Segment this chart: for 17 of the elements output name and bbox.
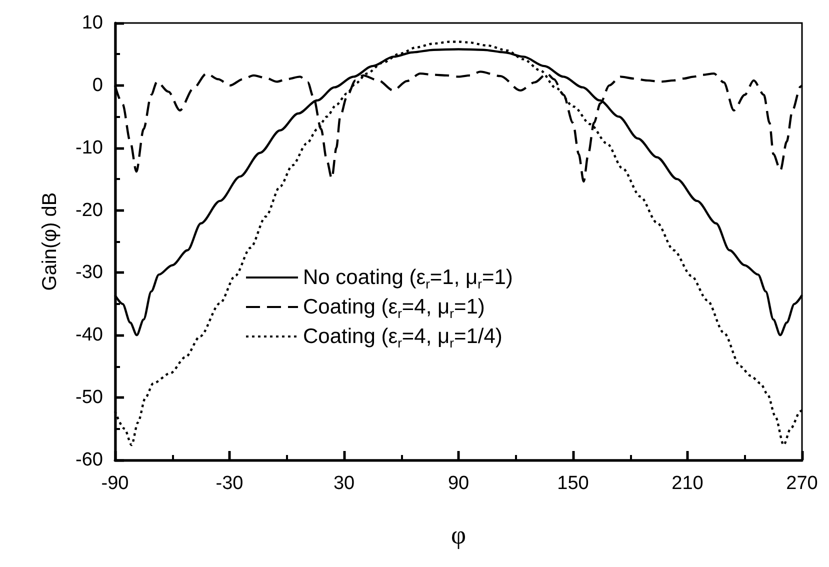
x-tick-label: 270 [786, 473, 818, 494]
x-tick-label: 210 [672, 473, 704, 494]
y-tick-label: -30 [76, 262, 103, 284]
y-tick-label: -60 [76, 450, 103, 470]
y-axis-title: Gain(φ) dB [39, 192, 61, 291]
x-tick-label: 90 [448, 473, 470, 494]
y-tick-label: 0 [92, 74, 103, 96]
y-tick-label: -50 [76, 387, 103, 408]
x-tick-label: -30 [216, 473, 244, 494]
x-tick-label: 150 [557, 473, 589, 494]
y-tick-label: -20 [76, 200, 103, 221]
x-axis-title: φ [450, 520, 466, 550]
y-tick-label: -40 [76, 324, 103, 346]
x-tick-label: 30 [333, 473, 355, 494]
y-tick-label: 10 [82, 12, 103, 34]
y-tick-label: -10 [76, 137, 103, 158]
x-tick-label: -90 [101, 473, 129, 494]
